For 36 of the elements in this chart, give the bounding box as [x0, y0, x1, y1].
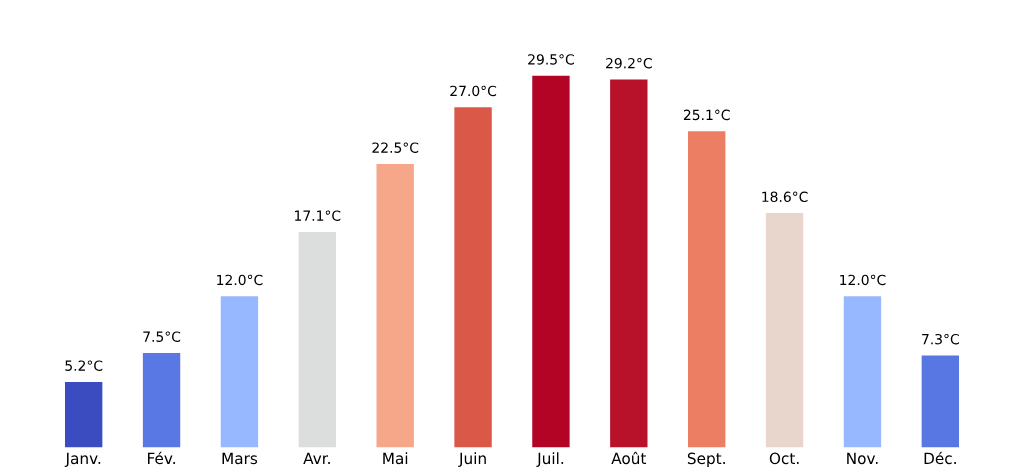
x-tick-label: Janv. [64, 452, 101, 467]
data-label: 5.2°C [65, 360, 103, 371]
x-tick-label: Août [611, 451, 647, 465]
bar [64, 381, 103, 448]
bar [376, 163, 414, 448]
bar [765, 213, 804, 448]
x-tick-label: Nov. [847, 452, 878, 465]
bar [142, 352, 181, 448]
data-label: 25.1°C [683, 109, 730, 121]
x-tick-label: Juil. [536, 452, 564, 467]
x-tick-label: Sept. [687, 452, 725, 468]
data-label: 12.0°C [217, 274, 263, 286]
x-tick-label: Fév. [148, 451, 175, 465]
x-tick-label: Mai [383, 452, 408, 465]
data-label: 18.6°C [762, 191, 808, 203]
bar [532, 75, 570, 448]
data-label: 12.0°C [840, 274, 886, 286]
bar [454, 107, 492, 448]
bar [298, 231, 336, 448]
data-label: 29.5°C [528, 54, 574, 65]
data-label: 29.2°C [606, 57, 652, 69]
x-tick-label: Juin [458, 452, 486, 467]
bar [610, 79, 648, 448]
x-tick-label: Déc. [924, 451, 956, 465]
data-label: 7.3°C [922, 333, 959, 345]
data-label: 27.0°C [450, 85, 497, 97]
bar [921, 355, 960, 448]
data-label: 7.5°C [143, 331, 181, 342]
x-tick-label: Avr. [303, 452, 330, 464]
bar [688, 131, 726, 448]
x-tick-label: Mars [222, 452, 258, 465]
x-tick-label: Oct. [769, 452, 799, 465]
bar [843, 296, 882, 448]
bar [220, 296, 259, 448]
data-label: 17.1°C [295, 210, 341, 221]
data-label: 22.5°C [372, 142, 419, 153]
